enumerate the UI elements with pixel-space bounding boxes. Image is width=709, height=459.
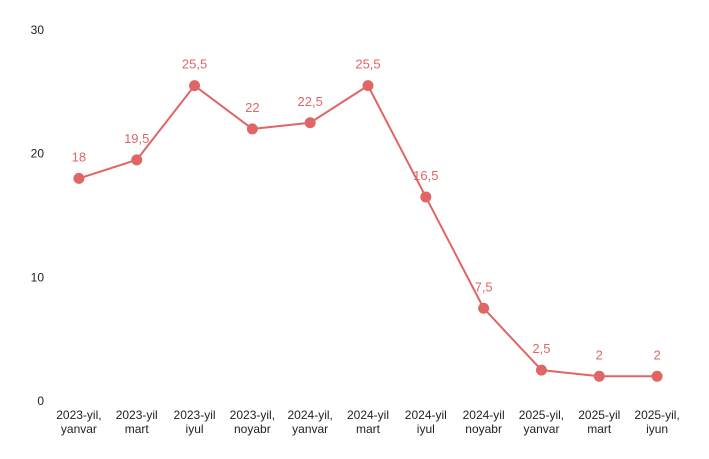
x-tick-label: 2025-yil, iyun bbox=[634, 408, 679, 436]
x-tick-label: 2023-yil, yanvar bbox=[56, 408, 101, 436]
data-point bbox=[535, 364, 547, 376]
data-point bbox=[478, 302, 490, 314]
data-point bbox=[304, 117, 316, 129]
x-tick-label: 2023-yil, noyabr bbox=[230, 408, 275, 436]
y-axis: 0 10 20 30 bbox=[31, 23, 45, 408]
data-point bbox=[593, 370, 605, 382]
data-point bbox=[246, 123, 258, 135]
x-axis: 2023-yil, yanvar 2023-yil mart 2023-yil iyul 2… bbox=[56, 408, 680, 436]
data-label: 25,5 bbox=[355, 57, 380, 72]
y-tick-label: 10 bbox=[31, 270, 45, 284]
data-point bbox=[131, 154, 143, 166]
x-tick-label: 2024-yil iyul bbox=[405, 408, 447, 436]
x-tick-label: 2024-yil, yanvar bbox=[288, 408, 333, 436]
data-label: 19,5 bbox=[124, 131, 149, 146]
x-tick-label: 2024-yil noyabr bbox=[463, 408, 505, 436]
data-point bbox=[651, 370, 663, 382]
x-tick-label: 2023-yil iyul bbox=[174, 408, 216, 436]
x-tick-label: 2023-yil mart bbox=[116, 408, 158, 436]
x-tick-label: 2024-yil mart bbox=[347, 408, 389, 436]
data-label: 2 bbox=[653, 347, 660, 362]
y-tick-label: 20 bbox=[31, 147, 45, 161]
series-line bbox=[78, 84, 658, 378]
data-label: 16,5 bbox=[413, 168, 438, 183]
x-tick-label: 2025-yil mart bbox=[578, 408, 620, 436]
data-label: 2 bbox=[596, 347, 603, 362]
data-point bbox=[189, 80, 201, 92]
data-label: 22 bbox=[245, 100, 259, 115]
data-point bbox=[73, 172, 85, 184]
y-tick-label: 30 bbox=[31, 23, 45, 37]
data-label: 18 bbox=[72, 149, 86, 164]
y-tick-label: 0 bbox=[37, 394, 44, 408]
data-point bbox=[420, 191, 432, 203]
data-label: 25,5 bbox=[182, 57, 207, 72]
data-label: 2,5 bbox=[532, 341, 550, 356]
x-tick-label: 2025-yil, yanvar bbox=[519, 408, 564, 436]
data-point bbox=[362, 80, 374, 92]
data-label: 22,5 bbox=[298, 94, 323, 109]
data-label: 7,5 bbox=[475, 279, 493, 294]
